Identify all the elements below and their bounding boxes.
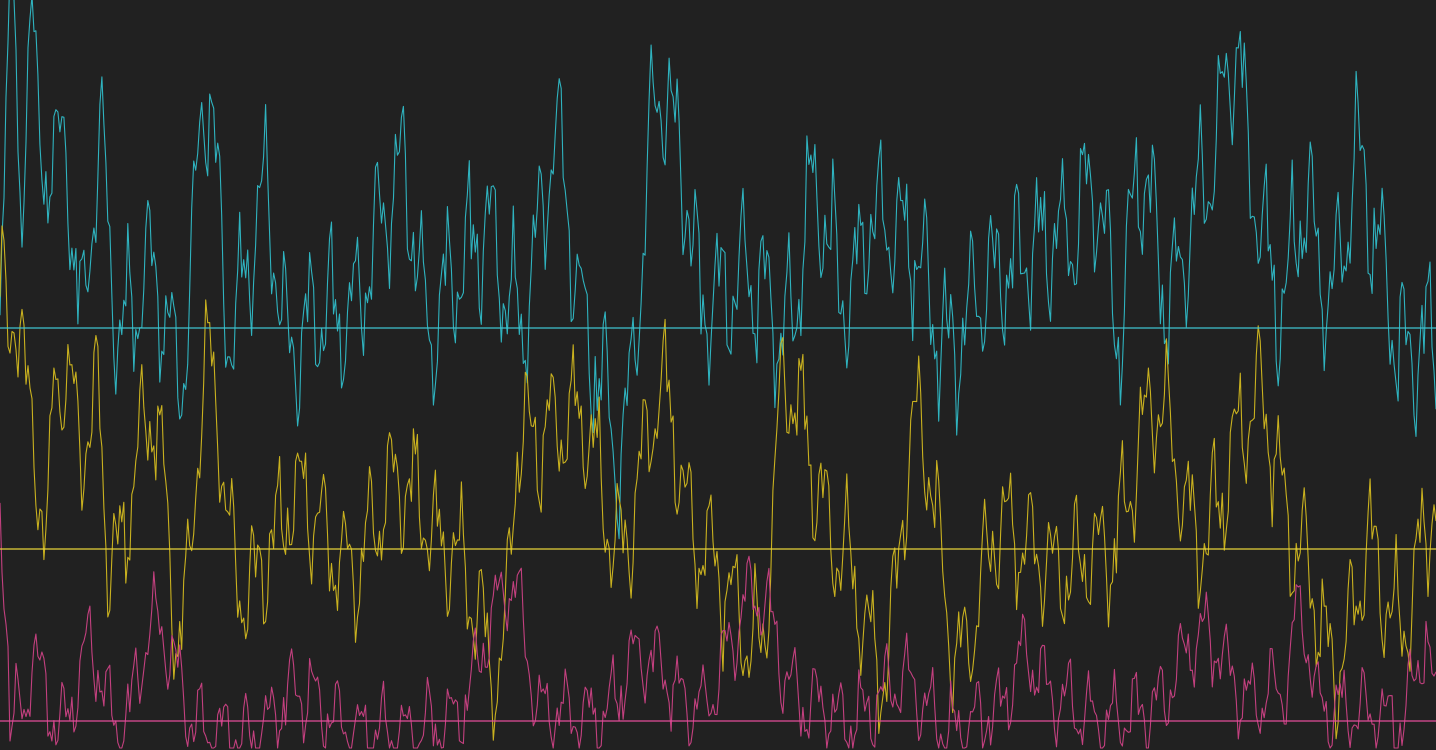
magenta-series-line <box>0 502 1436 749</box>
reference-lines <box>0 327 1436 722</box>
yellow-series-line <box>0 225 1436 741</box>
cyan-series-line <box>0 0 1436 540</box>
